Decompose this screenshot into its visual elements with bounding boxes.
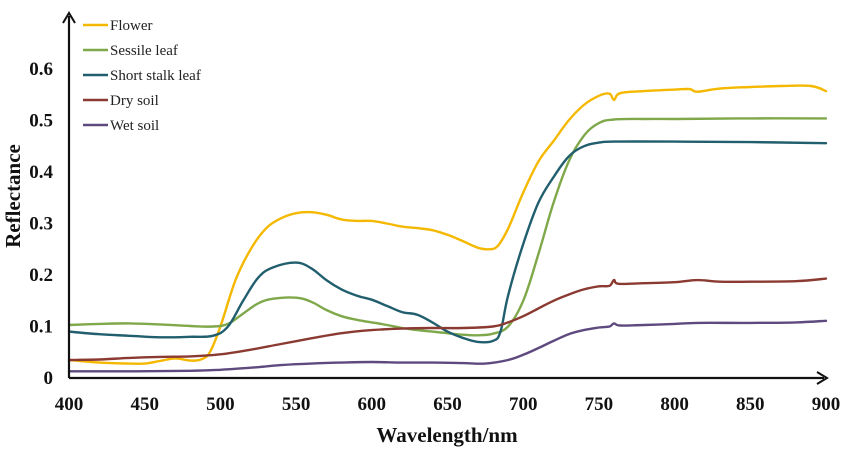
legend-label: Dry soil (110, 93, 159, 109)
x-tick-label: 650 (433, 394, 462, 415)
legend-label: Wet soil (110, 118, 159, 134)
legend-label: Sessile leaf (110, 43, 178, 59)
legend: Flower Sessile leaf Short stalk leaf Dry so… (83, 18, 201, 134)
series-line-short-stalk-leaf (67, 140, 828, 344)
x-tick-label: 850 (736, 394, 765, 415)
y-axis-arrow-icon (62, 11, 76, 24)
series-line-flower (67, 84, 828, 366)
legend-item: Wet soil (83, 118, 159, 134)
y-tick-label: 0.1 (29, 317, 53, 338)
x-tick-label: 900 (812, 394, 841, 415)
x-tick-label: 400 (55, 394, 84, 415)
y-tick-label: 0.2 (29, 265, 53, 286)
x-tick-label: 800 (660, 394, 689, 415)
y-axis-title: Reflectance (1, 144, 25, 248)
series-line-wet-soil (67, 319, 828, 373)
x-tick-label: 450 (130, 394, 159, 415)
x-tick-label: 700 (509, 394, 538, 415)
legend-item: Flower (83, 18, 153, 34)
x-tick-label: 550 (282, 394, 311, 415)
x-axis (69, 371, 829, 385)
y-tick-label: 0.6 (29, 59, 53, 80)
y-tick-label: 0.3 (29, 214, 53, 235)
y-tick-label: 0.4 (29, 162, 53, 183)
y-tick-label: 0.5 (29, 111, 53, 132)
x-tick-label: 750 (585, 394, 614, 415)
series-line-sessile-leaf (67, 117, 828, 337)
series-line-dry-soil (67, 277, 828, 362)
series-layer (67, 84, 828, 373)
x-tick-label: 600 (358, 394, 387, 415)
y-axis (62, 11, 76, 378)
legend-label: Short stalk leaf (110, 68, 201, 84)
y-tick-labels: 0 0.1 0.2 0.3 0.4 0.5 0.6 (29, 59, 53, 389)
x-axis-title: Wavelength/nm (376, 423, 518, 447)
y-tick-label: 0 (44, 368, 54, 389)
x-tick-label: 500 (206, 394, 235, 415)
x-axis-arrow-icon (816, 371, 829, 385)
legend-item: Sessile leaf (83, 43, 178, 59)
legend-item: Dry soil (83, 93, 159, 109)
legend-item: Short stalk leaf (83, 68, 201, 84)
legend-label: Flower (110, 18, 153, 34)
x-tick-labels: 400 450 500 550 600 650 700 750 800 850 900 (55, 394, 841, 415)
